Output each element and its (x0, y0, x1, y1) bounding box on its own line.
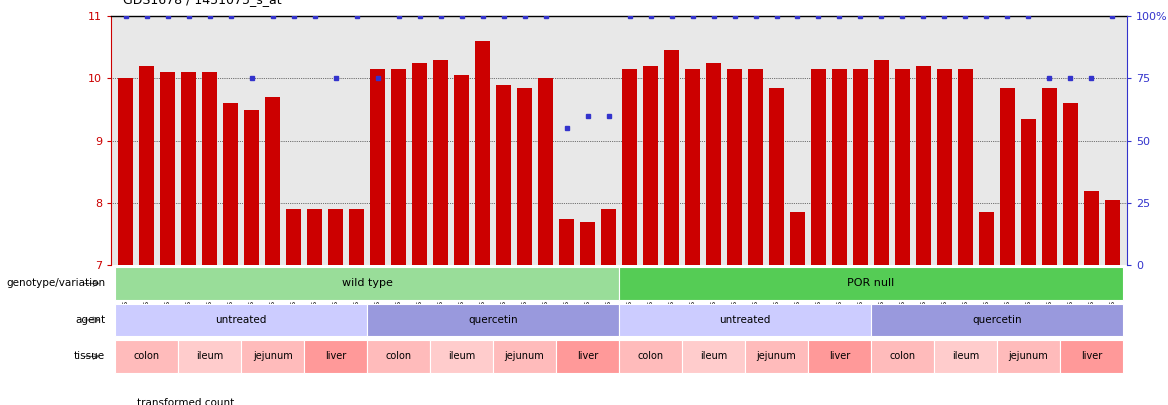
Bar (619, 340, 682, 373)
Text: jejunum: jejunum (1009, 352, 1049, 361)
Bar (454, 75, 468, 405)
Bar (391, 69, 406, 405)
Bar (118, 79, 133, 405)
Bar (244, 110, 259, 405)
Bar (790, 212, 805, 405)
Bar (619, 267, 1122, 300)
Bar (958, 69, 973, 405)
Bar (116, 267, 619, 300)
Text: GDS1678 / 1451075_s_at: GDS1678 / 1451075_s_at (123, 0, 281, 6)
Bar (367, 340, 430, 373)
Bar (493, 340, 556, 373)
Text: ileum: ileum (449, 352, 475, 361)
Text: colon: colon (889, 352, 916, 361)
Text: liver: liver (325, 352, 346, 361)
Bar (665, 51, 679, 405)
Bar (538, 79, 552, 405)
Bar (241, 340, 304, 373)
Text: colon: colon (385, 352, 411, 361)
Bar (811, 69, 826, 405)
Bar (749, 69, 763, 405)
Text: transformed count: transformed count (137, 398, 234, 405)
Text: liver: liver (1080, 352, 1103, 361)
Bar (328, 209, 343, 405)
Bar (179, 340, 241, 373)
Bar (997, 340, 1059, 373)
Bar (1084, 191, 1099, 405)
Bar (602, 209, 616, 405)
Bar (916, 66, 931, 405)
Text: ileum: ileum (196, 352, 223, 361)
Bar (430, 340, 493, 373)
Bar (871, 304, 1122, 336)
Bar (517, 88, 531, 405)
Text: untreated: untreated (215, 315, 266, 325)
Bar (1000, 88, 1015, 405)
Bar (707, 63, 721, 405)
Bar (686, 69, 700, 405)
Bar (139, 66, 154, 405)
Bar (979, 212, 994, 405)
Text: untreated: untreated (719, 315, 771, 325)
Bar (808, 340, 871, 373)
Bar (871, 340, 934, 373)
Bar (307, 209, 322, 405)
Text: ileum: ileum (700, 352, 728, 361)
Bar (412, 63, 427, 405)
Text: POR null: POR null (847, 279, 895, 288)
Bar (682, 340, 745, 373)
Bar (181, 72, 196, 405)
Text: quercetin: quercetin (972, 315, 1022, 325)
Bar (895, 69, 910, 405)
Bar (1063, 103, 1078, 405)
Text: wild type: wild type (342, 279, 392, 288)
Bar (1021, 119, 1036, 405)
Bar (937, 69, 952, 405)
Bar (160, 72, 175, 405)
Text: colon: colon (638, 352, 663, 361)
Text: agent: agent (75, 315, 105, 325)
Text: tissue: tissue (74, 352, 105, 361)
Bar (116, 340, 179, 373)
Bar (367, 304, 619, 336)
Bar (619, 304, 871, 336)
Bar (745, 340, 808, 373)
Bar (265, 97, 280, 405)
Bar (853, 69, 868, 405)
Bar (1105, 200, 1120, 405)
Bar (370, 69, 385, 405)
Bar (1059, 340, 1122, 373)
Bar (304, 340, 367, 373)
Bar (770, 88, 784, 405)
Bar (1042, 88, 1057, 405)
Bar (223, 103, 238, 405)
Bar (623, 69, 637, 405)
Bar (349, 209, 364, 405)
Text: jejunum: jejunum (252, 352, 292, 361)
Bar (934, 340, 997, 373)
Bar (556, 340, 619, 373)
Bar (496, 85, 510, 405)
Bar (644, 66, 658, 405)
Text: quercetin: quercetin (468, 315, 517, 325)
Bar (286, 209, 301, 405)
Bar (202, 72, 217, 405)
Bar (832, 69, 847, 405)
Bar (580, 222, 595, 405)
Text: jejunum: jejunum (505, 352, 544, 361)
Text: colon: colon (133, 352, 160, 361)
Bar (433, 60, 449, 405)
Bar (728, 69, 742, 405)
Text: ileum: ileum (952, 352, 979, 361)
Bar (116, 304, 367, 336)
Bar (475, 41, 489, 405)
Text: liver: liver (829, 352, 850, 361)
Text: jejunum: jejunum (757, 352, 797, 361)
Bar (874, 60, 889, 405)
Text: genotype/variation: genotype/variation (6, 279, 105, 288)
Text: liver: liver (577, 352, 598, 361)
Bar (559, 219, 573, 405)
